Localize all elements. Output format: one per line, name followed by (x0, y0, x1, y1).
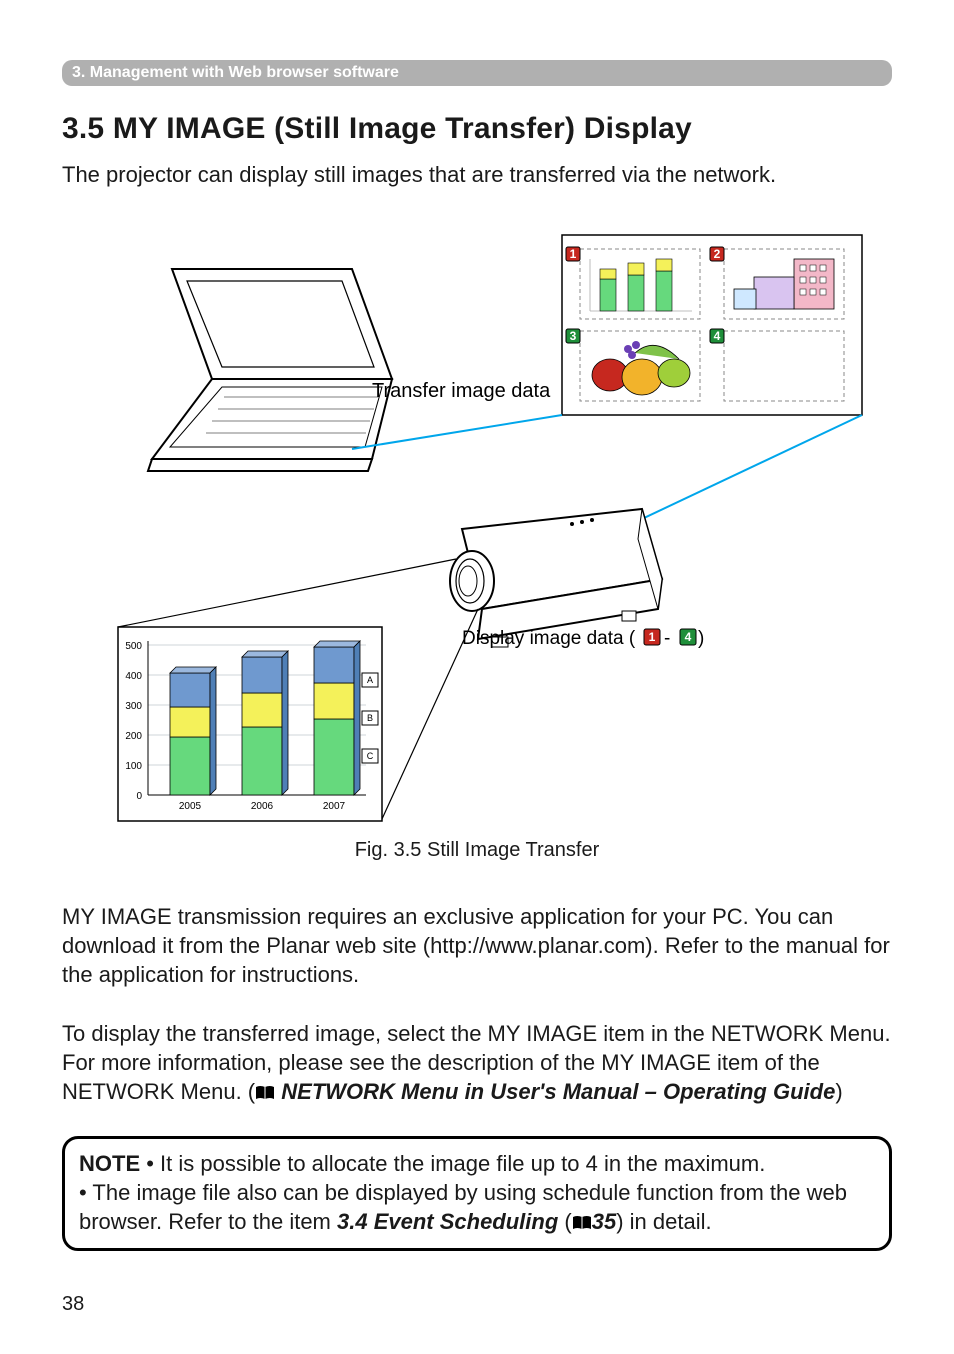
projector-icon (450, 509, 662, 647)
page-heading: 3.5 MY IMAGE (Still Image Transfer) Disp… (62, 112, 892, 146)
svg-text:): ) (698, 628, 704, 649)
svg-text:4: 4 (714, 329, 721, 343)
line-laptop-panel (352, 415, 562, 449)
note-bullet-2c: ) in detail. (616, 1209, 711, 1234)
laptop-icon (148, 269, 392, 471)
para3-text-b: ) (835, 1079, 842, 1104)
svg-text:200: 200 (125, 731, 142, 742)
svg-text:A: A (367, 675, 373, 685)
note-page-ref: 35 (592, 1209, 616, 1234)
svg-text:C: C (367, 751, 374, 761)
svg-text:2: 2 (714, 247, 721, 261)
figure-caption: Fig. 3.5 Still Image Transfer (62, 839, 892, 862)
svg-text:Display image data (: Display image data ( (462, 628, 636, 649)
section-bar: 3. Management with Web browser software (62, 60, 892, 86)
badge-3-icon: 3 (566, 329, 580, 343)
figure-3-5: Transfer image data (62, 229, 892, 862)
line-panel-projector (608, 415, 862, 535)
thumbnail-panel: 1 2 3 4 (562, 235, 862, 415)
transfer-label: Transfer image data (372, 380, 551, 402)
svg-text:2005: 2005 (179, 801, 202, 812)
svg-text:3: 3 (570, 329, 577, 343)
book-icon (572, 1209, 592, 1238)
para3-ref: NETWORK Menu in User's Manual – Operatin… (275, 1079, 835, 1104)
svg-text:0: 0 (136, 791, 142, 802)
svg-text:500: 500 (125, 641, 142, 652)
page: 3. Management with Web browser software … (0, 0, 954, 1354)
svg-text:100: 100 (125, 761, 142, 772)
svg-text:2006: 2006 (251, 801, 274, 812)
svg-text:B: B (367, 713, 373, 723)
svg-text:4: 4 (685, 630, 692, 644)
svg-text:2007: 2007 (323, 801, 346, 812)
note-label: NOTE (79, 1151, 140, 1176)
badge-4-icon: 4 (710, 329, 724, 343)
svg-text:300: 300 (125, 701, 142, 712)
intro-paragraph: The projector can display still images t… (62, 160, 892, 189)
display-label: Display image data ( 1 - 4 ) (462, 628, 704, 649)
page-number: 38 (62, 1293, 84, 1316)
svg-text:1: 1 (649, 630, 656, 644)
note-bullet-1: • It is possible to allocate the image f… (140, 1151, 765, 1176)
svg-text:400: 400 (125, 671, 142, 682)
svg-text:-: - (664, 628, 670, 649)
paragraph-3: To display the transferred image, select… (62, 1019, 892, 1108)
display-chart: 500 400 300 200 100 0 (118, 627, 382, 821)
badge-1-icon: 1 (566, 247, 580, 261)
book-icon (255, 1079, 275, 1108)
svg-text:1: 1 (570, 247, 577, 261)
paragraph-2: MY IMAGE transmission requires an exclus… (62, 902, 892, 989)
note-bullet-2b: ( (558, 1209, 571, 1234)
badge-2-icon: 2 (710, 247, 724, 261)
note-box: NOTE • It is possible to allocate the im… (62, 1136, 892, 1251)
note-ref: 3.4 Event Scheduling (337, 1209, 558, 1234)
